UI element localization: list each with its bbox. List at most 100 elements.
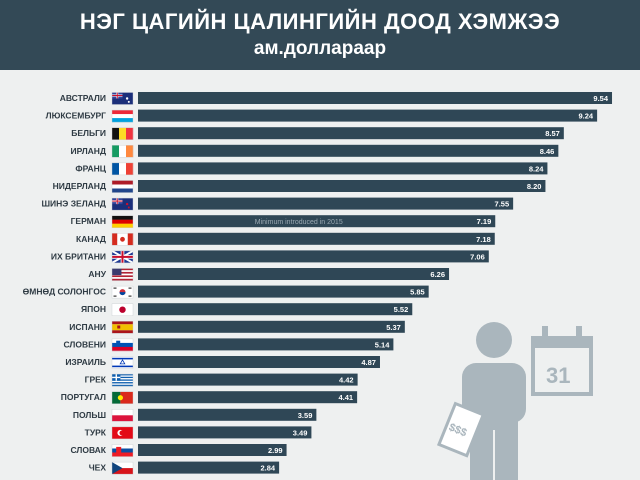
bar <box>138 320 405 333</box>
calendar-icon: 31 <box>531 326 593 396</box>
category-label: БЕЛЬГИ <box>71 128 106 138</box>
flag-ireland-icon <box>111 145 134 158</box>
bars-group: АВСТРАЛИ 9.54 ЛЮКСЕМБУРГ 9.24 БЕЛЬГИ 8.57 ИРЛА… <box>23 92 613 475</box>
value-label: 5.37 <box>386 323 401 332</box>
category-label: ГЕРМАН <box>71 216 106 226</box>
flag-canada-icon <box>111 233 134 246</box>
bar <box>138 461 280 474</box>
flag-czechia-icon <box>111 461 134 475</box>
flag-new-zealand-icon <box>111 197 134 211</box>
flag-australia-icon <box>111 92 134 105</box>
flag-portugal-icon <box>111 391 134 404</box>
bar <box>138 109 598 122</box>
category-label: ӨМНӨД СОЛОНГОС <box>23 287 106 297</box>
bar <box>138 303 413 316</box>
bar <box>138 144 559 157</box>
category-label: ТУРК <box>85 427 107 437</box>
category-label: СЛОВАК <box>70 445 106 455</box>
value-label: 8.24 <box>529 164 544 173</box>
bar <box>138 92 613 104</box>
value-label: 5.52 <box>394 305 409 314</box>
category-label: СЛОВЕНИ <box>63 339 106 349</box>
person-head-icon <box>476 322 512 358</box>
flag-south-korea-icon <box>111 285 134 299</box>
category-label: ПОРТУГАЛ <box>61 392 106 402</box>
category-label: АНУ <box>88 269 106 279</box>
value-label: 5.14 <box>375 340 390 349</box>
bar <box>138 215 496 228</box>
flag-slovenia-icon <box>111 338 134 352</box>
category-label: ИХ БРИТАНИ <box>51 251 106 261</box>
bar <box>138 268 450 280</box>
flag-turkey-icon <box>111 426 134 440</box>
flag-slovakia-icon <box>111 444 134 457</box>
chart-area: $$$ 31 АВСТРАЛИ 9.54 ЛЮКСЕМБУРГ 9.24 БЕЛЬГИ 8… <box>0 70 640 480</box>
bar <box>138 197 514 210</box>
flag-japan-icon <box>111 303 134 316</box>
category-label: ФРАНЦ <box>75 163 106 173</box>
flag-usa-icon <box>111 268 134 281</box>
bar <box>138 338 394 351</box>
flag-israel-icon <box>111 356 134 369</box>
flag-united-kingdom-icon <box>111 250 134 264</box>
category-label: ЛЮКСЕМБУРГ <box>46 111 107 121</box>
annotation-label: Minimum introduced in 2015 <box>255 219 343 226</box>
category-label: ПОЛЬШ <box>73 410 106 420</box>
flag-france-icon <box>111 162 134 176</box>
person-leg-gap <box>493 430 495 480</box>
flag-netherlands-icon <box>111 180 134 193</box>
bar <box>138 250 489 263</box>
category-label: ЧЕХ <box>89 463 107 473</box>
value-label: 3.49 <box>293 428 308 437</box>
value-label: 4.87 <box>361 358 376 367</box>
value-label: 8.20 <box>527 182 542 191</box>
value-label: 8.57 <box>545 129 560 138</box>
bar <box>138 426 312 439</box>
value-label: 4.42 <box>339 376 354 385</box>
calendar-day-text: 31 <box>546 363 570 388</box>
bar <box>138 391 358 404</box>
value-label: 5.85 <box>410 288 425 297</box>
category-label: АВСТРАЛИ <box>60 93 106 103</box>
bar <box>138 232 495 245</box>
header: НЭГ ЦАГИЙН ЦАЛИНГИЙН ДООД ХЭМЖЭЭ ам.долл… <box>0 0 640 70</box>
bar <box>138 162 548 175</box>
value-label: 7.19 <box>477 217 492 226</box>
bar <box>138 356 380 368</box>
bar-chart: $$$ 31 АВСТРАЛИ 9.54 ЛЮКСЕМБУРГ 9.24 БЕЛЬГИ 8… <box>23 92 613 480</box>
person-torso-icon <box>462 363 526 423</box>
value-label: 9.24 <box>579 112 594 121</box>
flag-belgium-icon <box>111 127 134 140</box>
value-label: 7.18 <box>476 235 491 244</box>
value-label: 2.99 <box>268 446 283 455</box>
person-illustration: $$$ <box>436 322 526 480</box>
value-label: 2.84 <box>261 464 276 473</box>
bar <box>138 180 546 192</box>
value-label: 9.54 <box>593 94 608 103</box>
value-label: 7.06 <box>470 252 485 261</box>
category-label: КАНАД <box>76 234 106 244</box>
bar <box>138 285 429 298</box>
value-label: 4.41 <box>339 393 354 402</box>
flag-germany-icon <box>111 215 134 228</box>
bar <box>138 373 358 386</box>
category-label: НИДЕРЛАНД <box>53 181 106 191</box>
category-label: ШИНЭ ЗЕЛАНД <box>42 199 107 209</box>
category-label: ГРЕК <box>85 375 107 385</box>
chart-title: НЭГ ЦАГИЙН ЦАЛИНГИЙН ДООД ХЭМЖЭЭ <box>79 9 561 34</box>
category-label: ИЗРАИЛЬ <box>65 357 106 367</box>
flag-poland-icon <box>111 409 134 422</box>
value-label: 6.26 <box>430 270 445 279</box>
flag-luxembourg-icon <box>111 109 134 123</box>
value-label: 3.59 <box>298 411 313 420</box>
value-label: 8.46 <box>540 147 555 156</box>
category-label: ИРЛАНД <box>70 146 106 156</box>
value-label: 7.55 <box>495 200 510 209</box>
category-label: ИСПАНИ <box>69 322 106 332</box>
money-icon: $$$ <box>436 401 486 458</box>
bar <box>138 444 287 456</box>
chart-subtitle: ам.доллараар <box>253 38 387 59</box>
bar <box>138 408 317 421</box>
bar <box>138 127 564 140</box>
flag-spain-icon <box>111 321 134 334</box>
